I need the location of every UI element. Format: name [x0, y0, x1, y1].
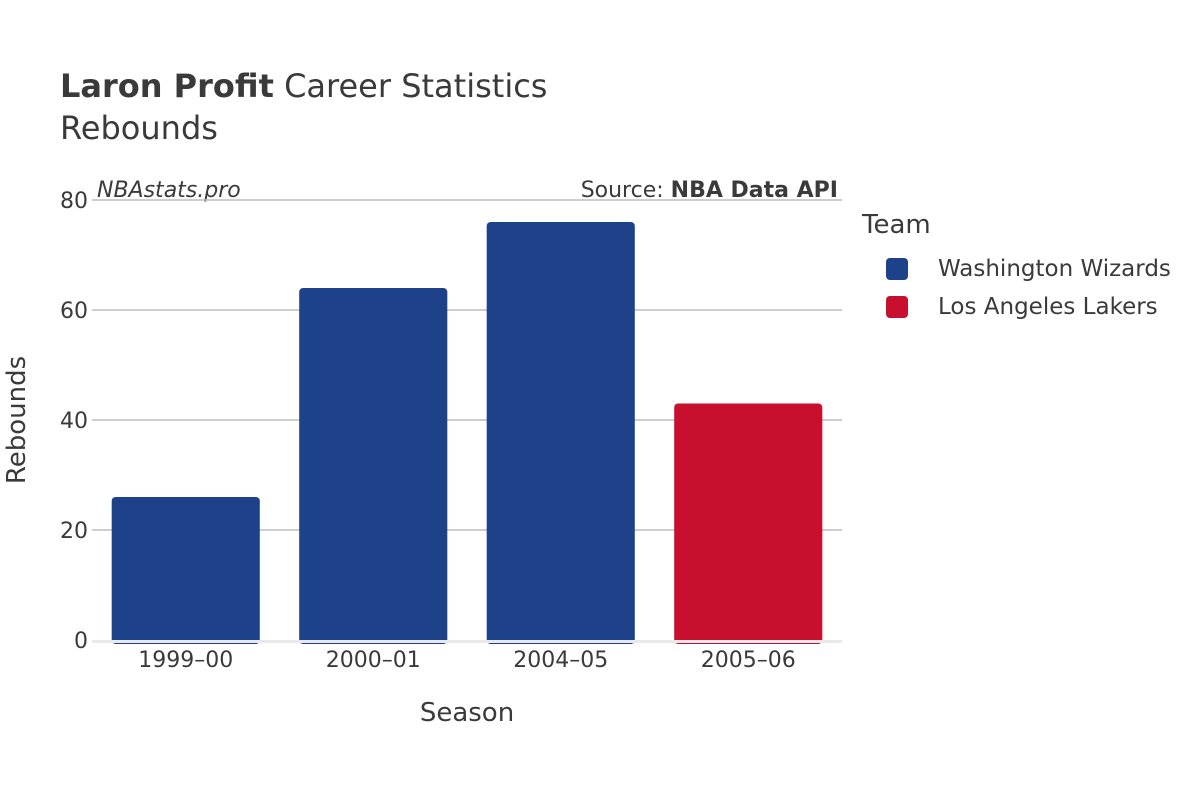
legend-swatch	[886, 296, 908, 318]
chart-title: Laron Profit Career Statistics	[60, 66, 547, 106]
x-axis-baseline	[92, 640, 842, 643]
bar-1999-00	[111, 497, 260, 644]
chart-subtitle: Rebounds	[60, 109, 218, 147]
y-tick-label: 20	[60, 519, 88, 544]
chart-header: Laron Profit Career Statistics Rebounds	[60, 66, 547, 148]
y-tick-label: 40	[60, 409, 88, 434]
x-tick-label: 1999–00	[138, 648, 233, 673]
bar-2004-05	[486, 222, 635, 644]
legend-swatch	[886, 258, 908, 280]
watermark: NBAstats.pro	[97, 178, 241, 203]
title-rest: Career Statistics	[273, 67, 548, 105]
source-prefix: Source:	[580, 178, 671, 203]
bar-2000-01	[299, 288, 448, 644]
legend-title: Team	[862, 210, 931, 240]
y-tick-label: 0	[74, 629, 88, 654]
source-name: NBA Data API	[670, 178, 838, 203]
x-tick-label: 2000–01	[326, 648, 421, 673]
y-tick-label: 80	[60, 189, 88, 214]
x-axis-title: Season	[420, 698, 514, 728]
legend-item-washington-wizards[interactable]: Washington Wizards	[862, 250, 1171, 288]
legend-item-los-angeles-lakers[interactable]: Los Angeles Lakers	[862, 288, 1171, 326]
y-axis-title: Rebounds	[2, 356, 32, 484]
source-credit: Source: NBA Data API	[581, 178, 838, 203]
legend: Team Washington Wizards Los Angeles Lake…	[862, 210, 1171, 326]
x-tick-label: 2004–05	[513, 648, 608, 673]
legend-label: Washington Wizards	[938, 256, 1171, 282]
bar-2005-06	[674, 403, 823, 644]
player-name: Laron Profit	[60, 67, 274, 105]
x-tick-label: 2005–06	[701, 648, 796, 673]
legend-label: Los Angeles Lakers	[938, 294, 1158, 320]
y-tick-label: 60	[60, 299, 88, 324]
